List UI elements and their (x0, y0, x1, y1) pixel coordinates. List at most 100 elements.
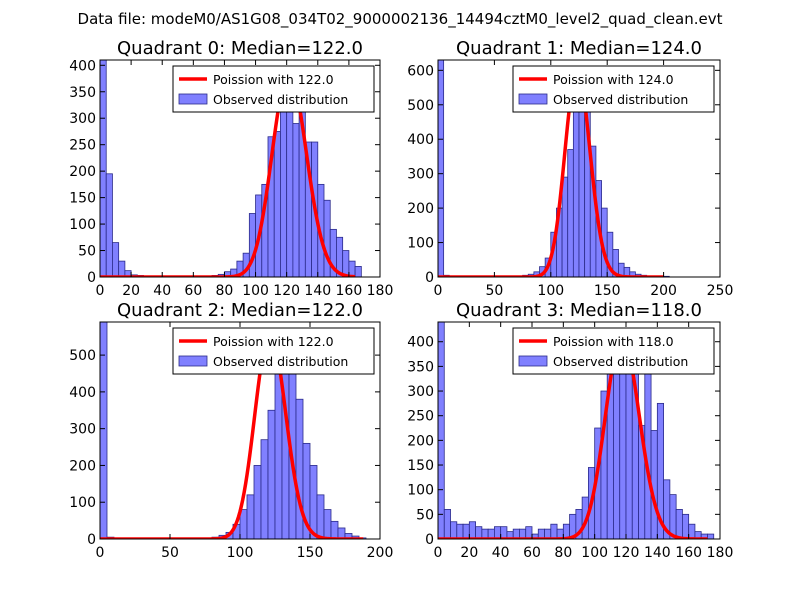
histogram-bar-4 (462, 523, 470, 539)
y-tick-label: 200 (407, 433, 434, 449)
y-tick-label: 200 (69, 458, 96, 474)
histogram-bar-5 (468, 521, 477, 539)
x-tick-label: 100 (227, 545, 254, 561)
histogram-bar-18 (550, 523, 558, 539)
legend-bar-swatch (178, 93, 208, 105)
histogram-bar-32 (323, 509, 332, 539)
x-tick-label: 60 (184, 283, 202, 299)
y-tick-label: 150 (69, 191, 96, 207)
histogram-bar-28 (295, 398, 304, 539)
histogram-bar-29 (280, 101, 288, 277)
x-tick-label: 80 (216, 283, 234, 299)
histogram-bar-21 (246, 494, 255, 539)
x-tick-label: 200 (650, 283, 677, 299)
x-tick-label: 0 (96, 283, 105, 299)
histogram-bar-24 (572, 97, 580, 277)
y-tick-label: 100 (407, 483, 434, 499)
x-tick-label: 140 (644, 545, 671, 561)
histogram-bar-10 (500, 526, 508, 539)
x-tick-label: 120 (613, 545, 640, 561)
y-tick-label: 50 (78, 244, 96, 260)
histogram-bar-3 (456, 523, 464, 539)
x-tick-label: 160 (336, 283, 363, 299)
legend-entry-fit: Poission with 122.0 (213, 334, 334, 349)
histogram-bar-36 (323, 199, 331, 277)
legend-bar-swatch (518, 93, 548, 105)
legend: Poission with 122.0 Observed distribution (172, 65, 375, 113)
x-tick-label: 80 (554, 545, 572, 561)
x-tick-label: 50 (161, 545, 179, 561)
histogram-bars (438, 322, 715, 539)
y-tick-label: 500 (69, 348, 96, 364)
y-tick-label: 300 (69, 111, 96, 127)
y-tick-label: 400 (69, 58, 96, 74)
histogram-bars (100, 322, 367, 539)
histogram-bar-2 (450, 521, 458, 539)
x-tick-label: 0 (434, 545, 443, 561)
x-tick-label: 150 (297, 545, 324, 561)
y-tick-label: 0 (425, 532, 434, 548)
legend-entry-observed: Observed distribution (213, 354, 348, 369)
y-tick-label: 300 (69, 422, 96, 438)
legend-entry-fit: Poission with 118.0 (553, 334, 674, 349)
x-tick-label: 150 (594, 283, 621, 299)
axes-frame (99, 59, 381, 278)
histogram-bar-31 (292, 123, 300, 277)
histogram-bar-2 (112, 242, 120, 277)
y-tick-label: 300 (407, 384, 434, 400)
x-tick-label: 50 (485, 283, 503, 299)
poisson-fit-line (438, 335, 708, 539)
quadrant-2-panel: 0 50 100 150 200 0 100 200 300 400 500 Quadrant 2: … (69, 300, 393, 561)
poisson-fit-line (100, 331, 364, 539)
quadrant-0-panel: 0 20 40 60 80 100 120 140 160 1800501001502002503… (69, 38, 393, 299)
x-tick-label: 120 (273, 283, 300, 299)
histogram-bar-30 (309, 465, 318, 539)
legend: Poission with 122.0 Observed distribution (172, 327, 375, 375)
legend-bar-swatch (178, 355, 208, 367)
legend-entry-observed: Observed distribution (553, 354, 688, 369)
y-tick-label: 600 (407, 63, 434, 79)
legend: Poission with 118.0 Observed distribution (512, 327, 715, 375)
histogram-bar-23 (260, 439, 269, 539)
histogram-bar-3 (118, 260, 126, 277)
x-tick-label: 20 (460, 545, 478, 561)
y-tick-label: 250 (407, 409, 434, 425)
x-tick-label: 180 (367, 283, 394, 299)
histogram-bar-33 (330, 520, 339, 539)
histogram-bar-41 (354, 266, 362, 277)
y-tick-label: 0 (87, 532, 96, 548)
legend: Poission with 124.0 Observed distribution (512, 65, 715, 113)
histogram-bar-0 (438, 322, 445, 539)
legend-entry-observed: Observed distribution (213, 92, 348, 107)
figure-suptitle: Data file: modeM0/AS1G08_034T02_90000021… (78, 10, 723, 29)
x-tick-label: 100 (581, 545, 608, 561)
panel-title: Quadrant 1: Median=124.0 (456, 38, 702, 59)
x-tick-label: 100 (537, 283, 564, 299)
y-tick-label: 0 (87, 270, 96, 286)
y-tick-label: 150 (407, 458, 434, 474)
x-tick-label: 40 (492, 545, 510, 561)
x-tick-label: 160 (675, 545, 702, 561)
histogram-bar-35 (656, 402, 664, 539)
x-tick-label: 0 (434, 283, 443, 299)
x-tick-label: 140 (304, 283, 331, 299)
legend-entry-observed: Observed distribution (553, 92, 688, 107)
x-tick-label: 20 (122, 283, 140, 299)
histogram-bar-30 (286, 88, 294, 277)
histogram-bar-9 (493, 526, 502, 539)
y-tick-label: 400 (407, 335, 434, 351)
histogram-bar-6 (475, 526, 483, 539)
histogram-bar-25 (274, 369, 283, 539)
histogram-bar-1 (443, 509, 451, 539)
histogram-bar-43 (707, 533, 715, 539)
histogram-bar-24 (267, 409, 276, 539)
y-tick-label: 100 (69, 495, 96, 511)
y-tick-label: 250 (69, 138, 96, 154)
x-tick-label: 180 (707, 545, 734, 561)
axes-frame (437, 59, 721, 278)
histogram-bar-0 (100, 60, 107, 277)
x-tick-label: 200 (367, 545, 394, 561)
histogram-bar-31 (316, 494, 325, 539)
histogram-bar-1 (105, 173, 113, 277)
quadrant-1-panel: 0 50 100 150 200 250 0 100 200 300 400 500 600 Quadra… (407, 38, 733, 299)
